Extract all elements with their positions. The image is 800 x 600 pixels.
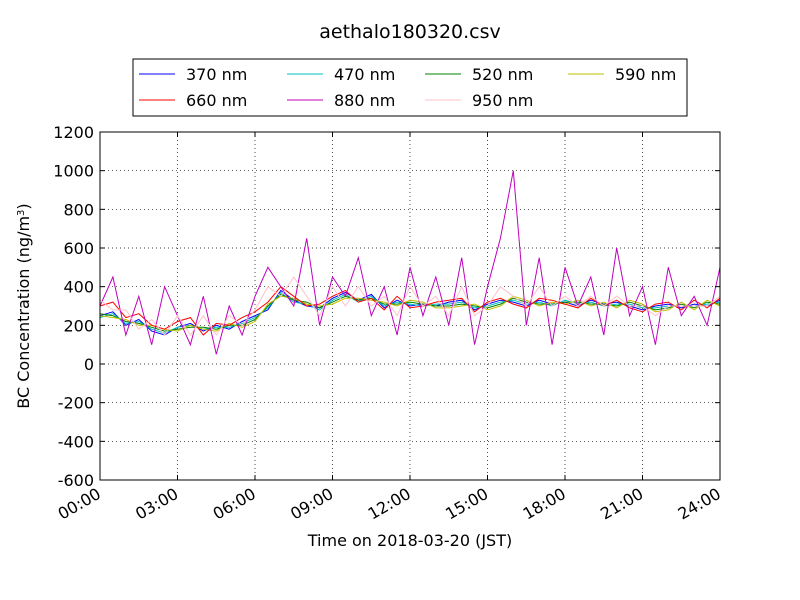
series-line-880-nm: [99, 170, 721, 355]
x-tick-label: 09:00: [287, 484, 336, 524]
y-tick-label: 0: [84, 355, 94, 374]
legend-label: 950 nm: [472, 91, 533, 110]
x-axis-tick-labels: 00:00 03:00 06:00 09:00 12:00 15:00 18:00 21:00…: [55, 484, 724, 524]
series-lines: [99, 170, 721, 355]
y-tick-label: -400: [58, 432, 94, 451]
x-tick-label: 18:00: [520, 484, 569, 524]
y-tick-label: 1200: [53, 123, 94, 142]
plot-area: [99, 131, 721, 481]
x-tick-label: 21:00: [597, 484, 646, 524]
y-tick-label: -200: [58, 394, 94, 413]
x-tick-label: 03:00: [132, 484, 181, 524]
series-line-950-nm: [99, 276, 721, 336]
y-tick-label: 1000: [53, 162, 94, 181]
y-tick-label: 600: [63, 239, 94, 258]
x-tick-label: 24:00: [675, 484, 724, 524]
x-tick-label: 12:00: [365, 484, 414, 524]
legend: 370 nm 470 nm 520 nm 590 nm 660 nm 880 nm 950 …: [132, 58, 688, 117]
y-tick-label: 800: [63, 200, 94, 219]
series-line-370-nm: [99, 289, 721, 336]
y-axis-label-superscript: 3: [16, 210, 27, 216]
series-line-520-nm: [99, 293, 721, 332]
y-axis-label: BC Concentration (ng/m3): [14, 203, 33, 408]
y-axis-tick-labels: -600 -400 -200 0 200 400 600 800 1000 1200: [53, 123, 94, 490]
chart-title: aethalo180320.csv: [319, 21, 501, 43]
x-tick-label: 15:00: [442, 484, 491, 524]
legend-box: [132, 58, 688, 117]
y-tick-label: -600: [58, 471, 94, 490]
y-axis-label-end: ): [14, 203, 33, 209]
legend-label: 470 nm: [334, 65, 395, 84]
axis-ticks: [99, 131, 721, 481]
legend-label: 590 nm: [615, 65, 676, 84]
series-line-590-nm: [99, 295, 721, 332]
legend-label: 370 nm: [186, 65, 247, 84]
y-axis-label-main: BC Concentration (ng/m: [14, 216, 33, 409]
series-line-660-nm: [99, 286, 721, 336]
x-tick-label: 06:00: [210, 484, 259, 524]
legend-label: 660 nm: [186, 91, 247, 110]
x-axis-label: Time on 2018-03-20 (JST): [307, 531, 512, 550]
legend-label: 880 nm: [334, 91, 395, 110]
y-tick-label: 400: [63, 278, 94, 297]
legend-label: 520 nm: [472, 65, 533, 84]
y-tick-label: 200: [63, 316, 94, 335]
